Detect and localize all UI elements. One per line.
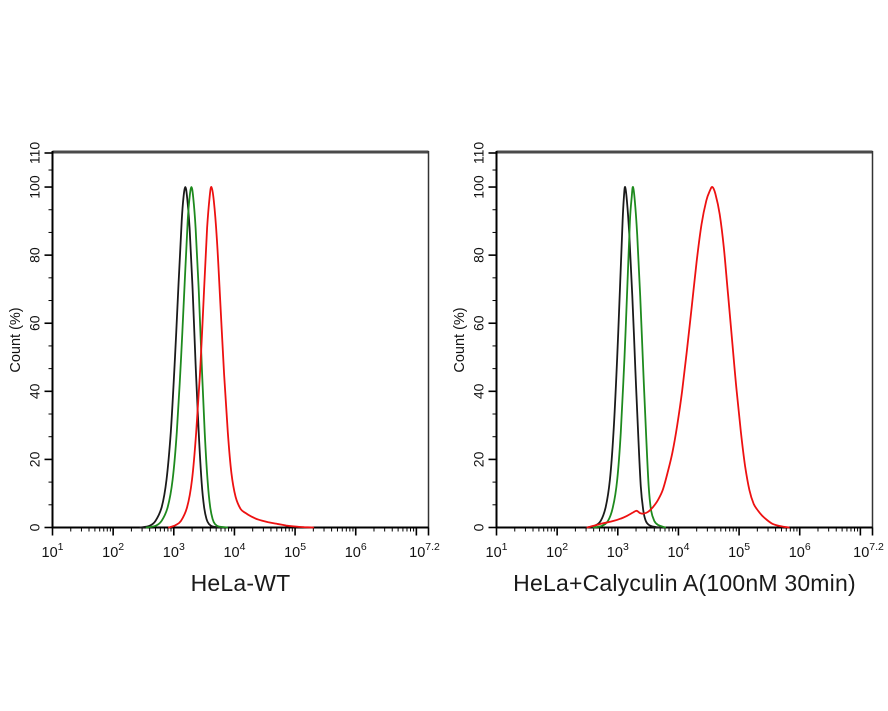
panel-title: HeLa-WT bbox=[190, 570, 291, 596]
plot-frame bbox=[51, 150, 430, 529]
y-tick-label: 110 bbox=[471, 142, 487, 165]
histogram-plot-hela-wt: 101 102 103 104 105 106 107.2 0 20 40 60 80 100 110 bbox=[26, 142, 440, 561]
x-tick-label: 104 bbox=[223, 541, 245, 561]
x-tick-label: 106 bbox=[345, 541, 367, 561]
histogram-plot-hela-calyculin: 101 102 103 104 105 106 107.2 0 20 40 60 80 100 110 bbox=[471, 142, 885, 561]
y-tick-label: 20 bbox=[27, 451, 43, 467]
curve-red bbox=[168, 186, 315, 529]
panel-hela-calyculin: 101 102 103 104 105 106 107.2 0 20 40 60 80 100 110 C… bbox=[444, 0, 888, 711]
y-tick-label: 40 bbox=[471, 383, 487, 399]
x-end-tick-label: 107.2 bbox=[853, 541, 884, 561]
x-tick-label: 103 bbox=[607, 541, 629, 561]
x-tick-label: 105 bbox=[284, 541, 306, 561]
y-axis-label: Count (%) bbox=[452, 307, 468, 373]
x-tick-label: 104 bbox=[667, 541, 689, 561]
x-tick-label: 105 bbox=[728, 541, 750, 561]
y-tick-label: 100 bbox=[27, 175, 43, 199]
y-tick-label: 80 bbox=[471, 247, 487, 263]
y-tick-label: 0 bbox=[471, 523, 487, 531]
curve-red bbox=[586, 186, 790, 529]
y-tick-label: 80 bbox=[26, 247, 42, 263]
x-tick-label: 101 bbox=[486, 541, 508, 561]
y-axis: 0 20 40 60 80 100 110 bbox=[471, 142, 497, 531]
panel-hela-wt: 101 102 103 104 105 106 107.2 0 20 40 60 80 100 110 C… bbox=[8, 142, 440, 596]
plot-frame bbox=[495, 150, 874, 529]
x-tick-label: 101 bbox=[42, 541, 64, 561]
y-tick-label: 40 bbox=[27, 383, 43, 399]
x-end-tick-label: 107.2 bbox=[409, 541, 440, 561]
y-tick-label: 20 bbox=[471, 451, 487, 467]
x-axis: 101 102 103 104 105 106 107.2 bbox=[486, 527, 884, 561]
panel-title: HeLa+Calyculin A(100nM 30min) bbox=[513, 570, 856, 596]
x-axis: 101 102 103 104 105 106 107.2 bbox=[42, 527, 440, 561]
y-tick-label: 60 bbox=[27, 315, 43, 331]
curve-black bbox=[585, 186, 662, 529]
x-tick-label: 102 bbox=[102, 541, 124, 561]
x-tick-label: 103 bbox=[163, 541, 185, 561]
y-axis-label: Count (%) bbox=[8, 307, 24, 373]
curves bbox=[139, 186, 315, 529]
y-tick-label: 100 bbox=[471, 175, 487, 199]
curve-green bbox=[592, 186, 666, 529]
y-axis: 0 20 40 60 80 100 110 bbox=[26, 142, 53, 531]
curve-black bbox=[139, 186, 222, 529]
curves bbox=[585, 186, 790, 529]
y-tick-label: 110 bbox=[27, 142, 43, 165]
x-tick-label: 106 bbox=[789, 541, 811, 561]
y-tick-label: 0 bbox=[27, 523, 43, 531]
curve-green bbox=[145, 186, 229, 529]
y-tick-label: 60 bbox=[471, 315, 487, 331]
x-tick-label: 102 bbox=[546, 541, 568, 561]
